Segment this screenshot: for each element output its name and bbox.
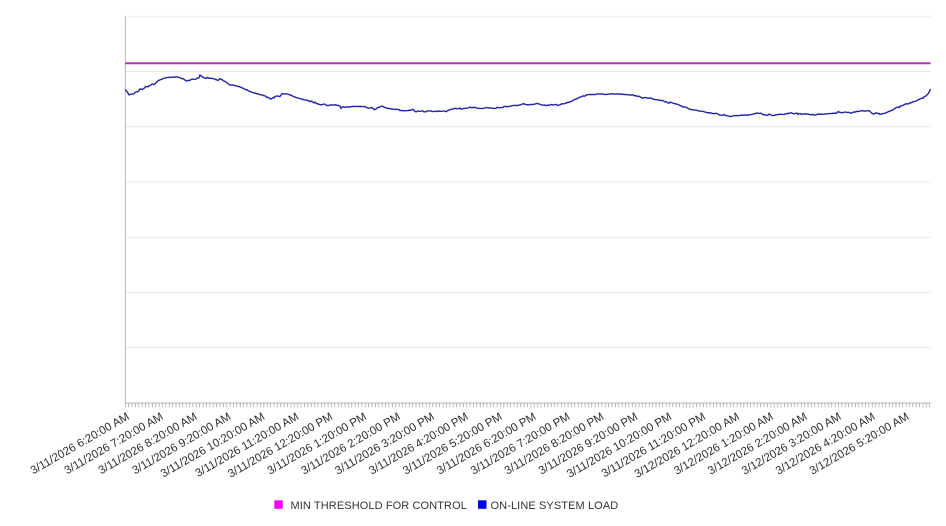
svg-text:MIN THRESHOLD FOR CONTROL: MIN THRESHOLD FOR CONTROL [291, 500, 467, 512]
svg-text:ON-LINE SYSTEM LOAD: ON-LINE SYSTEM LOAD [491, 500, 619, 512]
